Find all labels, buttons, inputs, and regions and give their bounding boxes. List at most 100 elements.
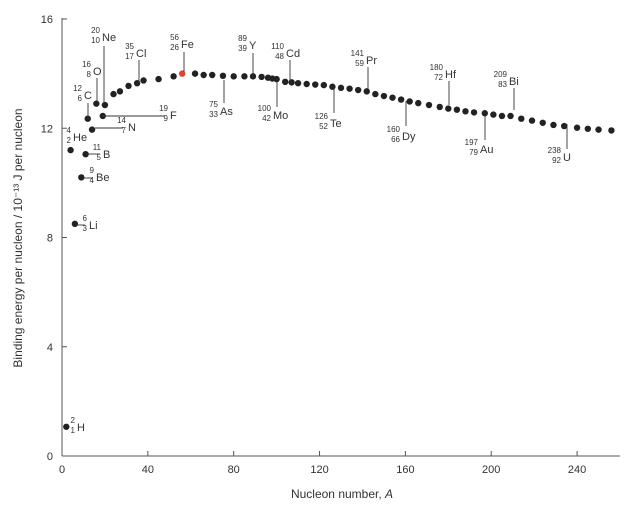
atomic-number: 2 [67, 136, 72, 145]
atomic-number: 52 [319, 122, 328, 131]
element-label-li: 63 Li [83, 214, 98, 233]
mass-number: 238 [548, 146, 562, 155]
data-point [445, 105, 452, 112]
mass-number: 4 [67, 126, 72, 135]
element-label-h: 21 H [71, 416, 85, 435]
mass-number: 100 [258, 104, 272, 113]
atomic-number: 10 [91, 36, 100, 45]
data-point [380, 92, 388, 100]
x-tick-label: 240 [568, 464, 586, 476]
element-label-he: 42 He [67, 126, 88, 145]
element-symbol: He [73, 132, 87, 144]
data-point [63, 423, 70, 430]
atomic-number: 72 [434, 73, 443, 82]
data-point [528, 117, 536, 124]
data-point [584, 125, 592, 132]
data-point [415, 99, 422, 107]
x-tick-label: 120 [310, 464, 328, 476]
data-point [191, 70, 199, 77]
atomic-number: 79 [469, 148, 478, 157]
data-point [93, 100, 100, 107]
atomic-number: 59 [355, 59, 364, 68]
mass-number: 35 [125, 42, 134, 51]
mass-number: 11 [93, 143, 102, 152]
data-point [241, 73, 248, 80]
data-point [101, 101, 109, 109]
mass-number: 14 [117, 116, 126, 125]
atomic-number: 5 [97, 153, 102, 162]
element-label-c: 126 C [73, 84, 92, 103]
atomic-number: 4 [90, 176, 95, 185]
element-symbol: N [128, 122, 136, 134]
element-symbol: Mo [273, 110, 288, 122]
atomic-number: 7 [122, 126, 127, 135]
data-point [425, 101, 433, 109]
element-symbol: Be [96, 172, 109, 184]
atomic-number: 26 [170, 43, 179, 52]
atomic-number: 8 [87, 70, 92, 79]
mass-number: 209 [494, 70, 508, 79]
x-tick-label: 80 [228, 464, 240, 476]
y-tick-label: 8 [47, 233, 53, 245]
data-point [453, 106, 461, 113]
x-tick-label: 40 [142, 464, 154, 476]
element-symbol: O [93, 66, 102, 78]
data-point [219, 72, 227, 80]
data-point [82, 150, 89, 158]
data-point [110, 90, 117, 98]
element-symbol: B [103, 149, 110, 161]
data-point [539, 119, 546, 126]
mass-number: 20 [91, 26, 100, 35]
data-point [406, 98, 413, 105]
data-point [389, 94, 396, 101]
element-symbol: Fe [181, 39, 194, 51]
mass-number: 141 [351, 49, 365, 58]
y-tick-label: 12 [41, 123, 53, 135]
data-point [303, 80, 310, 88]
atomic-number: 92 [552, 156, 561, 165]
data-point [67, 146, 74, 154]
atomic-number: 83 [498, 80, 507, 89]
mass-number: 160 [387, 125, 401, 134]
atomic-number: 33 [209, 110, 218, 119]
data-point [249, 73, 257, 80]
data-point [346, 85, 353, 92]
data-point [288, 79, 295, 86]
data-point [140, 77, 147, 84]
data-point [116, 88, 124, 95]
mass-number: 75 [209, 100, 218, 109]
atomic-number: 9 [164, 114, 169, 123]
element-symbol: As [220, 106, 233, 118]
data-point [125, 82, 132, 90]
data-point [470, 109, 478, 116]
data-point [608, 127, 615, 134]
mass-number: 89 [238, 34, 247, 43]
element-symbol: Te [330, 118, 342, 130]
data-point [155, 75, 162, 83]
element-symbol: Au [480, 144, 493, 156]
y-tick-label: 16 [41, 14, 53, 26]
data-point [518, 115, 525, 122]
x-tick-label: 200 [482, 464, 500, 476]
element-label-o: 168 O [82, 60, 102, 79]
data-point [78, 174, 85, 181]
element-symbol: Cd [286, 48, 300, 60]
data-point [337, 84, 345, 92]
data-point [273, 75, 280, 83]
data-point [88, 126, 96, 133]
data-point [71, 220, 79, 228]
element-label-f: 199 F [159, 104, 177, 123]
data-point [320, 81, 328, 89]
element-symbol: Hf [445, 69, 457, 81]
data-points [63, 70, 615, 430]
